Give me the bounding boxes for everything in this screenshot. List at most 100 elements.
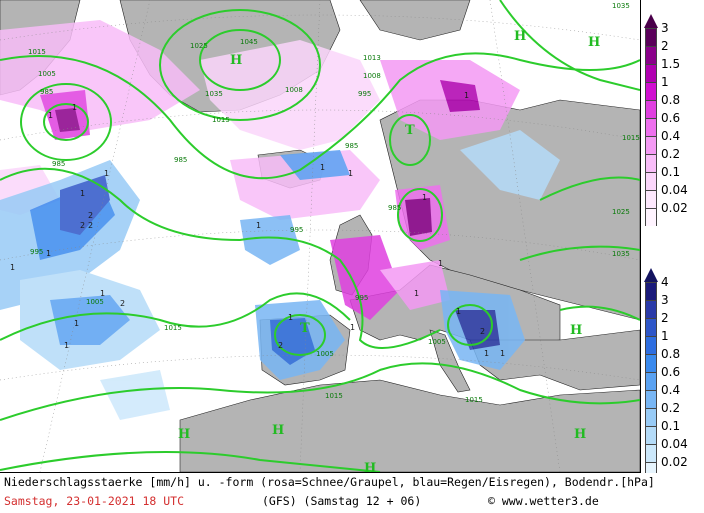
isobar-1035 <box>159 9 321 121</box>
precip-mark: 1 <box>422 193 427 202</box>
high-center: H <box>178 427 190 442</box>
pressure-label: 1015 <box>28 48 46 56</box>
scale-color-swatch <box>645 426 657 444</box>
pressure-label: 985 <box>52 160 65 168</box>
copyright-link[interactable]: © www.wetter3.de <box>488 494 599 508</box>
model-run: (GFS) (Samstag 12 + 06) <box>262 494 422 508</box>
pressure-label: 1015 <box>325 392 343 400</box>
scale-tick-label: 0.8 <box>661 93 681 107</box>
pressure-label: 1015 <box>465 396 483 404</box>
scale-color-swatch <box>645 318 657 336</box>
scale-tick-label: 0.6 <box>661 365 681 379</box>
scale-tick-label: 1 <box>661 75 669 89</box>
isobar-africa <box>0 451 381 472</box>
pressure-label: 1035 <box>205 90 223 98</box>
isobar-low-iberia <box>274 314 326 356</box>
scale-color-swatch <box>645 64 657 82</box>
pressure-label: 985 <box>388 204 401 212</box>
pressure-label: 995 <box>290 226 303 234</box>
precip-legend: 3 2 1.5 1 0.8 0.6 0.4 0.2 0.1 0.04 0.02 4 3 2 1 0.8 0.6… <box>641 0 704 494</box>
low-center: T <box>405 123 415 138</box>
isobar-east-low <box>559 305 640 321</box>
isobar-1035-se <box>519 245 640 261</box>
scale-tick-label: 3 <box>661 21 669 35</box>
pressure-label: 1015 <box>164 324 182 332</box>
precip-mark: 1 <box>100 289 105 298</box>
graticule <box>0 0 640 472</box>
snow-color-bar <box>644 14 658 240</box>
precip-mark: 1 <box>10 263 15 272</box>
map-canvas: 1015 1005 985 1045 1025 1035 1013 1008 9… <box>0 0 640 472</box>
rain-precipitation <box>0 130 560 420</box>
precip-mark: 1 <box>414 289 419 298</box>
pressure-label: 1025 <box>612 208 630 216</box>
pressure-label: 1008 <box>285 86 303 94</box>
isobars <box>0 0 640 472</box>
pressure-label: 1035 <box>612 250 630 258</box>
precip-mark: 1 <box>72 103 77 112</box>
isobar-1015-north <box>0 52 640 180</box>
pressure-label: 1005 <box>38 70 56 78</box>
scale-tick-label: 3 <box>661 293 669 307</box>
scale-color-swatch <box>645 172 657 190</box>
scale-color-swatch <box>645 190 657 208</box>
pressure-label: 1015 <box>622 134 640 142</box>
scale-tick-label: 0.02 <box>661 201 688 215</box>
footer-info-line: Samstag, 23-01-2021 18 UTC (GFS) (Samsta… <box>4 494 599 508</box>
scale-color-swatch <box>645 300 657 318</box>
isobar-low-scand <box>397 188 443 242</box>
precip-mark: 1 <box>74 319 79 328</box>
high-center: H <box>272 423 284 438</box>
scale-tick-label: 0.4 <box>661 383 681 397</box>
scale-color-swatch <box>645 336 657 354</box>
precip-mark: 2 <box>278 341 283 350</box>
precip-mark: 1 <box>484 349 489 358</box>
precip-marks: 1 1 1 1 2 2 2 1 1 1 1 1 1 1 2 1 1 2 1 1 … <box>10 91 505 358</box>
scale-tick-label: 1 <box>661 329 669 343</box>
scale-tick-label: 0.8 <box>661 347 681 361</box>
precip-mark: 2 <box>88 211 93 220</box>
high-center: H <box>364 461 376 472</box>
isobar-995-mid <box>0 167 441 349</box>
scale-color-swatch <box>645 390 657 408</box>
rain-color-bar <box>644 268 658 494</box>
scale-top-arrow <box>644 268 658 282</box>
pressure-label: 1005 <box>428 338 446 346</box>
forecast-date: Samstag, 23-01-2021 18 UTC <box>4 494 185 508</box>
scale-tick-label: 0.04 <box>661 437 688 451</box>
high-center: H <box>588 35 600 50</box>
precip-mark: 1 <box>256 221 261 230</box>
scale-tick-label: 0.2 <box>661 147 681 161</box>
scale-tick-label: 0.1 <box>661 419 681 433</box>
scale-top-arrow <box>644 14 658 28</box>
isobar-low-west-outer <box>20 83 112 161</box>
scale-tick-label: 0.02 <box>661 455 688 469</box>
precip-mark: 1 <box>438 259 443 268</box>
precip-mark: 1 <box>320 163 325 172</box>
precip-mark: 1 <box>348 169 353 178</box>
scale-color-swatch <box>645 282 657 300</box>
precip-mark: 1 <box>350 323 355 332</box>
scale-color-swatch <box>645 444 657 462</box>
snow-scale: 3 2 1.5 1 0.8 0.6 0.4 0.2 0.1 0.04 0.02 <box>641 14 704 244</box>
pressure-labels: 1015 1005 985 1045 1025 1035 1013 1008 9… <box>28 2 640 404</box>
isobar-1045 <box>199 29 281 91</box>
weather-map: 1015 1005 985 1045 1025 1035 1013 1008 9… <box>0 0 641 473</box>
north-africa-land <box>179 379 640 472</box>
scale-color-swatch <box>645 118 657 136</box>
snow-precipitation <box>0 20 520 320</box>
scale-color-swatch <box>645 354 657 372</box>
isobar-1015-med <box>0 362 640 421</box>
precip-mark: 2 <box>80 221 85 230</box>
pressure-label: 985 <box>174 156 187 164</box>
precip-mark: 1 <box>48 111 53 120</box>
scale-tick-label: 0.4 <box>661 129 681 143</box>
precip-mark: 2 <box>120 299 125 308</box>
scale-color-swatch <box>645 408 657 426</box>
isobar-1035-east <box>499 0 640 91</box>
precip-mark: 1 <box>464 91 469 100</box>
scale-color-swatch <box>645 46 657 64</box>
pressure-label: 1005 <box>316 350 334 358</box>
pressure-centers: H H H H H H H H T T <box>178 29 600 472</box>
scale-bottom-arrow <box>644 226 658 240</box>
